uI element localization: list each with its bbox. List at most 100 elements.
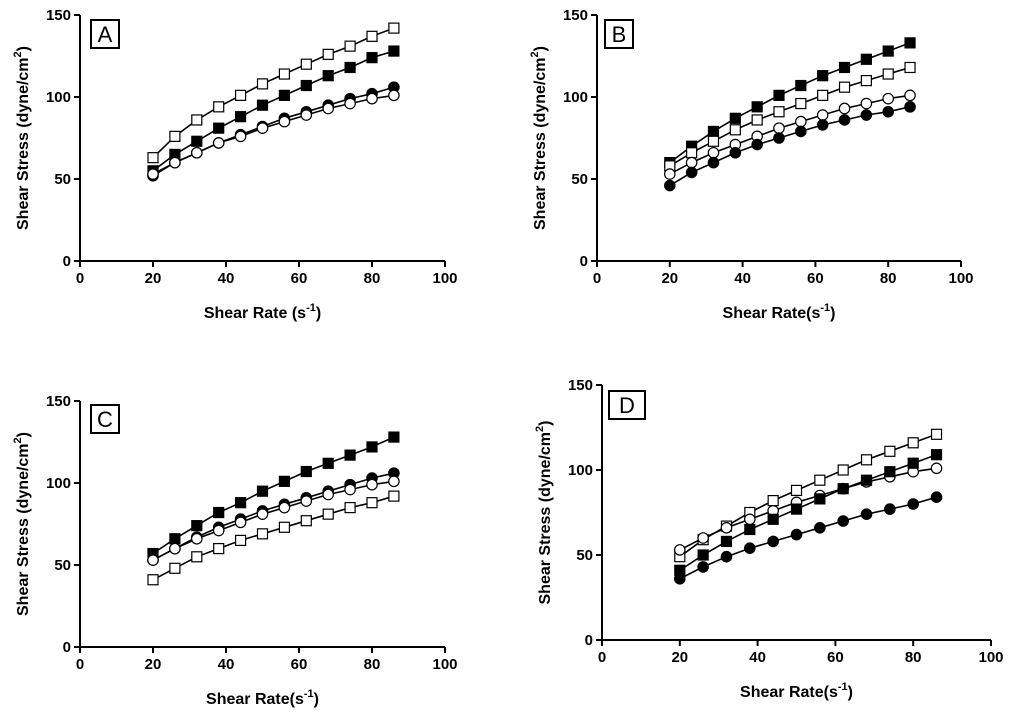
data-point	[344, 502, 356, 514]
data-point	[767, 495, 779, 507]
data-point	[388, 45, 400, 57]
data-point	[816, 109, 829, 121]
series-line	[152, 436, 395, 555]
y-tick-label: 100	[563, 89, 588, 106]
x-tick-label: 100	[978, 649, 1003, 666]
data-point	[212, 524, 225, 537]
data-point	[191, 135, 203, 147]
data-point	[300, 109, 313, 121]
data-point	[729, 112, 741, 124]
data-point	[707, 125, 720, 138]
data-point	[930, 449, 943, 461]
data-point	[147, 574, 159, 586]
data-point	[213, 542, 225, 555]
data-point	[278, 89, 290, 101]
data-point	[744, 523, 756, 536]
data-point	[191, 551, 203, 563]
data-point	[814, 493, 826, 505]
data-point	[169, 130, 181, 142]
data-point	[235, 497, 247, 509]
series-open-square	[664, 61, 916, 172]
x-tick-label: 0	[593, 270, 601, 287]
data-point	[860, 97, 873, 110]
y-tick-label: 150	[563, 7, 588, 24]
data-point	[169, 542, 181, 555]
y-tick-label: 100	[568, 462, 593, 479]
data-point	[213, 506, 225, 519]
data-point	[884, 466, 896, 478]
data-point	[256, 528, 269, 540]
data-point	[838, 114, 851, 126]
data-point	[720, 550, 733, 563]
series-filled-square	[664, 37, 916, 169]
data-point	[795, 125, 807, 138]
chart-panel-d: 0 20 40 60 80 100 0 50 100 150 Shear Rate(s-1) Shea…	[534, 377, 1004, 701]
x-tick-label: 40	[749, 649, 766, 666]
data-point	[191, 532, 203, 545]
x-tick-label: 100	[948, 270, 973, 287]
data-point	[300, 465, 312, 478]
x-axis-label: Shear Rate(s-1)	[206, 688, 319, 708]
data-point	[388, 22, 400, 34]
series-line	[152, 94, 395, 175]
y-tick-label: 150	[568, 377, 593, 394]
data-point	[191, 146, 203, 159]
series-filled-circle	[673, 491, 943, 585]
data-point	[388, 475, 400, 488]
series-open-square	[674, 428, 943, 563]
data-point	[169, 156, 181, 169]
y-tick-label: 0	[580, 253, 588, 270]
x-tick-label: 80	[364, 656, 381, 673]
data-point	[322, 70, 334, 82]
data-point	[256, 122, 269, 134]
series-filled-square	[147, 431, 400, 560]
data-point	[300, 495, 313, 507]
data-point	[344, 449, 356, 461]
y-tick-label: 50	[54, 557, 71, 574]
data-point	[882, 45, 894, 57]
x-axis-label: Shear Rate(s-1)	[740, 681, 853, 701]
data-point	[884, 503, 896, 515]
data-point	[213, 122, 225, 134]
data-point	[673, 544, 686, 556]
data-point	[147, 554, 159, 566]
data-point	[278, 521, 290, 533]
data-point	[322, 48, 334, 60]
data-point	[773, 122, 785, 134]
data-point	[904, 101, 916, 113]
data-point	[907, 437, 919, 449]
data-point	[837, 483, 849, 495]
panel-letter-box	[604, 19, 634, 49]
series-filled-square	[674, 449, 943, 576]
series-open-square	[147, 490, 400, 586]
data-point	[685, 166, 698, 179]
x-tick-label: 0	[76, 656, 84, 673]
y-tick-label: 0	[585, 632, 593, 649]
data-point	[388, 431, 400, 443]
data-point	[882, 105, 894, 118]
data-point	[773, 132, 785, 144]
data-point	[751, 114, 763, 126]
data-point	[744, 542, 756, 554]
data-point	[838, 81, 851, 93]
data-point	[169, 562, 181, 574]
x-tick-label: 80	[364, 270, 381, 287]
data-point	[744, 513, 756, 526]
panel-letter: C	[97, 407, 113, 432]
data-point	[300, 515, 312, 527]
data-point	[790, 484, 803, 496]
data-point	[904, 37, 916, 49]
data-point	[235, 534, 247, 547]
data-point	[837, 515, 849, 527]
data-point	[860, 474, 873, 486]
series-filled-circle	[147, 81, 400, 182]
data-point	[707, 146, 720, 159]
series-line	[152, 27, 395, 159]
series-line	[679, 433, 937, 558]
x-tick-label: 0	[598, 649, 606, 666]
data-point	[278, 501, 291, 514]
series-filled-circle	[663, 101, 916, 192]
x-tick-label: 20	[145, 270, 162, 287]
data-point	[930, 428, 943, 440]
data-point	[729, 124, 741, 136]
